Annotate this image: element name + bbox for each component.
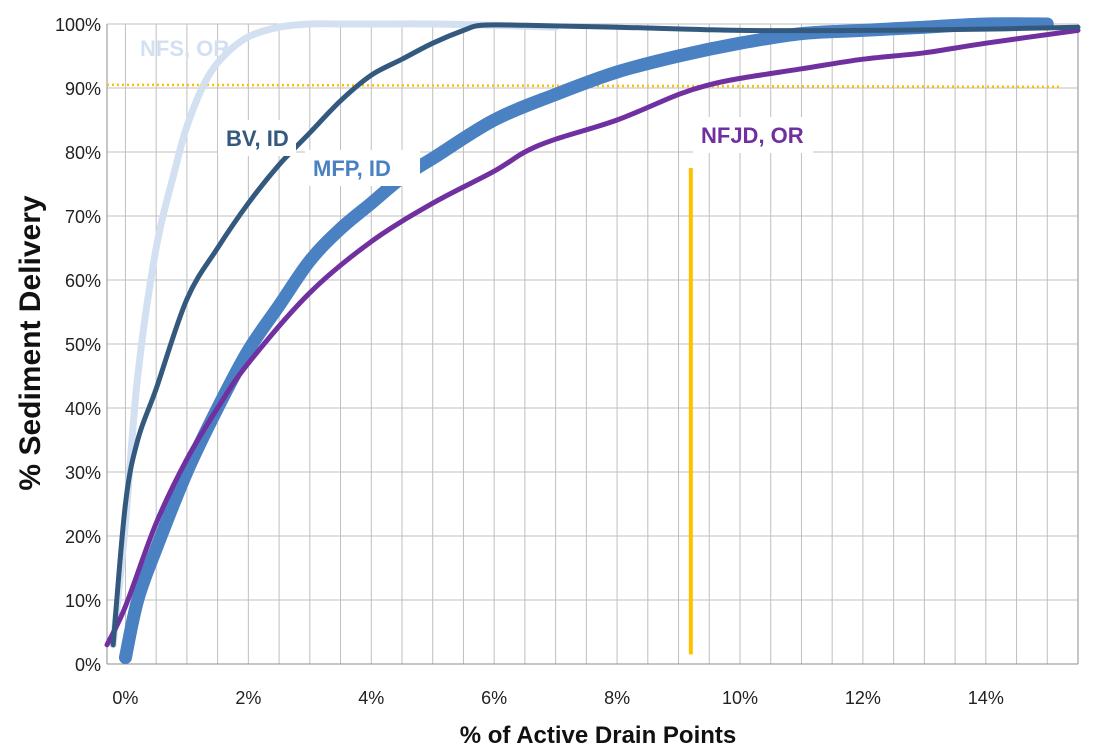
y-tick-label: 40% [65, 399, 101, 419]
series-labels: NFS, OR BV, ID MFP, ID NFJD, OR [140, 36, 813, 186]
y-tick-label: 80% [65, 143, 101, 163]
x-tick-label: 10% [722, 688, 758, 708]
x-tick-label: 2% [235, 688, 261, 708]
x-tick-label: 8% [604, 688, 630, 708]
reference-lines [106, 83, 1063, 655]
y-tick-label: 30% [65, 463, 101, 483]
y-tick-label: 20% [65, 527, 101, 547]
y-tick-label: 0% [75, 655, 101, 675]
x-tick-label: 0% [112, 688, 138, 708]
y-tick-label: 10% [65, 591, 101, 611]
series-label-mfp-id: MFP, ID [313, 156, 391, 181]
y-tick-label: 70% [65, 207, 101, 227]
x-tick-label: 14% [968, 688, 1004, 708]
series-label-bv-id: BV, ID [226, 126, 289, 151]
y-axis-tick-labels: 0% 10% 20% 30% 40% 50% 60% 70% 80% 90% 100% [55, 15, 101, 675]
x-axis-title: % of Active Drain Points [460, 722, 737, 749]
y-axis-title: % Sediment Delivery [14, 195, 47, 490]
x-tick-label: 6% [481, 688, 507, 708]
series-label-nfs-or: NFS, OR [140, 36, 229, 61]
x-tick-label: 4% [358, 688, 384, 708]
y-tick-label: 90% [65, 79, 101, 99]
series-line-nfs-or [109, 20, 560, 649]
x-axis-tick-labels: 0% 2% 4% 6% 8% 10% 12% 14% [112, 688, 1003, 708]
series-line-bv-id [110, 22, 1081, 648]
series-line-nfjd-or [104, 27, 1081, 648]
x-tick-label: 12% [845, 688, 881, 708]
series-label-nfjd-or: NFJD, OR [701, 123, 804, 148]
series-label-bg-nfjd-or [693, 117, 813, 153]
series-marker-mfp-id [119, 650, 132, 665]
y-tick-label: 60% [65, 271, 101, 291]
series-label-bg-mfp-id [305, 150, 420, 186]
y-tick-label: 50% [65, 335, 101, 355]
reference-line-horizontal [106, 83, 1063, 89]
series-label-bg-bv-id [218, 120, 296, 156]
y-tick-label: 100% [55, 15, 101, 35]
